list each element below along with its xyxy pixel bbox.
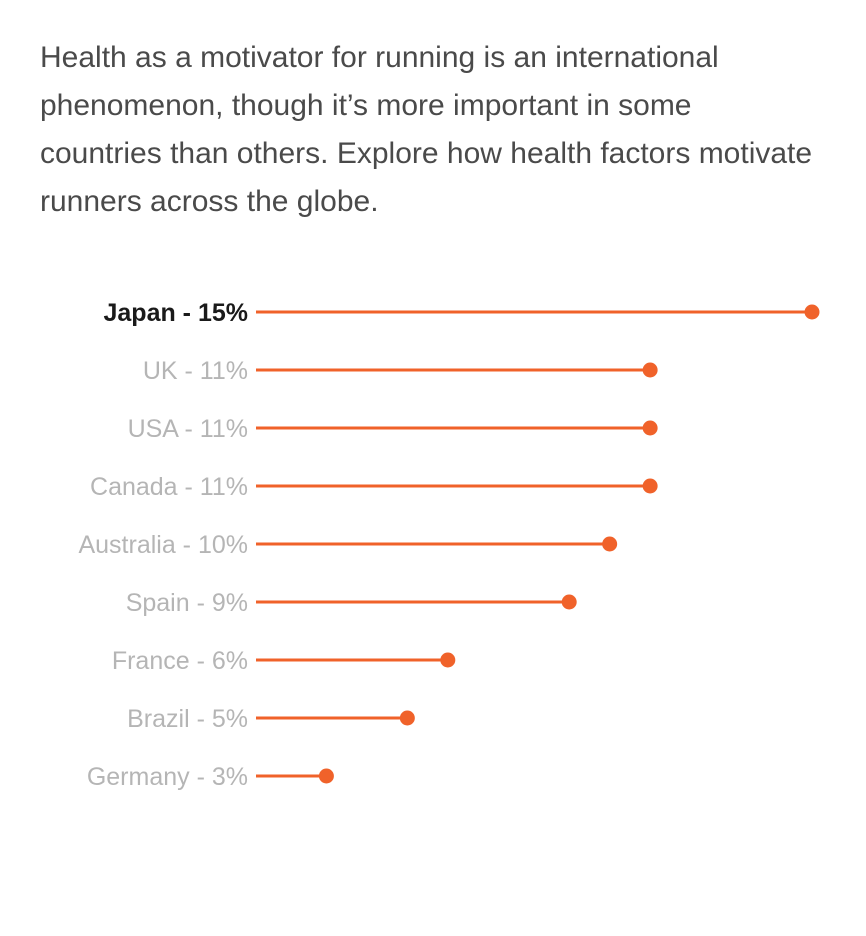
chart-row-germany[interactable]: Germany - 3% (87, 763, 334, 791)
row-label-spain: Spain - 9% (126, 589, 248, 617)
chart-row-australia[interactable]: Australia - 10% (78, 531, 618, 559)
row-label-uk: UK - 11% (143, 357, 248, 385)
row-label-brazil: Brazil - 5% (127, 705, 248, 733)
chart-row-spain[interactable]: Spain - 9% (126, 589, 577, 617)
intro-paragraph: Health as a motivator for running is an … (40, 41, 813, 218)
bar-dot-uk (642, 362, 658, 378)
row-label-germany: Germany - 3% (87, 763, 248, 791)
chart-row-usa[interactable]: USA - 11% (128, 415, 658, 443)
bar-dot-australia (602, 536, 618, 552)
bar-dot-spain (561, 594, 577, 610)
chart-row-japan[interactable]: Japan - 15% (103, 299, 820, 327)
bar-dot-france (440, 652, 456, 668)
row-label-australia: Australia - 10% (78, 531, 248, 559)
chart-row-canada[interactable]: Canada - 11% (90, 473, 658, 501)
row-label-canada: Canada - 11% (90, 473, 248, 501)
bar-dot-japan (804, 304, 820, 320)
row-label-france: France - 6% (112, 647, 248, 675)
row-label-usa: USA - 11% (128, 415, 248, 443)
chart-row-france[interactable]: France - 6% (112, 647, 456, 675)
bar-dot-canada (642, 478, 658, 494)
bar-dot-brazil (399, 710, 415, 726)
chart-row-brazil[interactable]: Brazil - 5% (127, 705, 415, 733)
bar-dot-usa (642, 420, 658, 436)
chart-row-uk[interactable]: UK - 11% (143, 357, 658, 385)
bar-dot-germany (318, 768, 334, 784)
row-label-japan: Japan - 15% (103, 299, 248, 327)
